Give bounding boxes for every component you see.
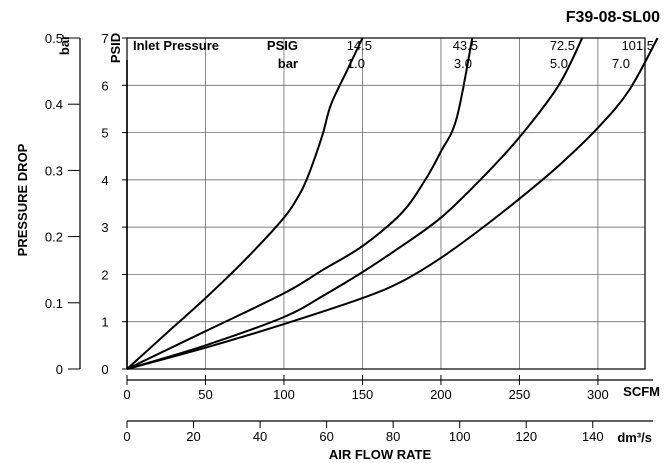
y2-tick-label: 0.4 xyxy=(45,97,63,112)
x-tick-label: 200 xyxy=(430,387,452,402)
y-tick-label: 0 xyxy=(101,362,108,377)
y-tick-label: 5 xyxy=(101,126,108,141)
x-axis-label: AIR FLOW RATE xyxy=(329,447,432,462)
psig-value: 14.5 xyxy=(347,38,372,53)
x-tick-label: 300 xyxy=(587,387,609,402)
plot-frame xyxy=(126,37,646,370)
chart-title: F39-08-SL00 xyxy=(566,9,660,26)
psig-value: 101.5 xyxy=(621,38,654,53)
bar-value: 5.0 xyxy=(550,56,568,71)
y-tick-label: 4 xyxy=(101,173,108,188)
series-line-2 xyxy=(126,37,474,370)
bar-value: 1.0 xyxy=(347,56,365,71)
bar-value: 3.0 xyxy=(454,56,472,71)
psig-value: 43.5 xyxy=(453,38,478,53)
y2-tick-label: 0.1 xyxy=(45,296,63,311)
psig-value: 72.5 xyxy=(550,38,575,53)
x2-tick-label: 60 xyxy=(319,429,333,444)
x2-tick-label: 80 xyxy=(386,429,400,444)
x2-tick-label: 140 xyxy=(582,429,604,444)
grid-lines xyxy=(127,37,645,369)
y-secondary-unit: bar xyxy=(57,35,72,55)
x2-tick-label: 0 xyxy=(123,429,130,444)
x2-tick-label: 20 xyxy=(186,429,200,444)
bar-value: 7.0 xyxy=(612,56,630,71)
bar-unit-label: bar xyxy=(278,56,298,71)
y-tick-label: 6 xyxy=(101,78,108,93)
psig-unit-label: PSIG xyxy=(267,38,298,53)
y-tick-label: 1 xyxy=(101,315,108,330)
x-tick-label: 100 xyxy=(273,387,295,402)
y2-tick-label: 0 xyxy=(56,362,63,377)
series-line-4 xyxy=(126,37,659,370)
x-secondary-unit: dm³/s xyxy=(617,430,652,445)
series-line-3 xyxy=(126,37,584,370)
series-line-1 xyxy=(126,37,364,370)
x2-tick-label: 120 xyxy=(515,429,537,444)
x-tick-label: 150 xyxy=(352,387,374,402)
flow-curves xyxy=(126,37,659,370)
x-tick-label: 0 xyxy=(123,387,130,402)
y-tick-label: 7 xyxy=(101,31,108,46)
x-tick-label: 50 xyxy=(198,387,212,402)
y2-tick-label: 0.2 xyxy=(45,230,63,245)
x2-tick-label: 100 xyxy=(449,429,471,444)
y-tick-label: 3 xyxy=(101,220,108,235)
y-tick-label: 2 xyxy=(101,267,108,282)
y-axis-label: PRESSURE DROP xyxy=(15,143,30,256)
y2-tick-label: 0.5 xyxy=(45,31,63,46)
x-tick-label: 250 xyxy=(509,387,531,402)
axes xyxy=(68,37,653,428)
y2-tick-label: 0.3 xyxy=(45,163,63,178)
header-label: Inlet Pressure xyxy=(133,38,219,53)
y-primary-unit: PSID xyxy=(108,33,123,63)
x-primary-unit: SCFM xyxy=(623,384,660,399)
x2-tick-label: 40 xyxy=(253,429,267,444)
